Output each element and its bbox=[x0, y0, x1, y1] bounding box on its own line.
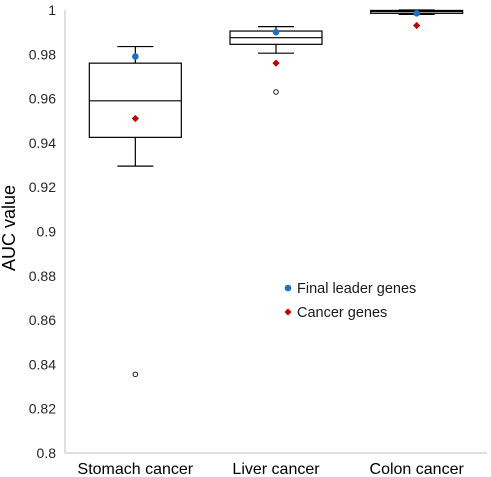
box-plot-group bbox=[88, 9, 464, 378]
y-tick-label: 0.8 bbox=[37, 445, 57, 461]
y-tick-label: 0.84 bbox=[29, 356, 56, 372]
y-tick-label: 0.98 bbox=[29, 46, 56, 62]
x-category-label: Stomach cancer bbox=[78, 461, 194, 477]
outlier-point bbox=[273, 89, 279, 95]
y-tick-label: 0.96 bbox=[29, 91, 56, 107]
data-points bbox=[131, 10, 421, 123]
y-tick-label: 1 bbox=[48, 2, 56, 18]
y-tick-label: 0.82 bbox=[29, 401, 56, 417]
legend-marker bbox=[284, 308, 292, 316]
final-leader-genes-point bbox=[132, 53, 139, 60]
y-tick-label: 0.94 bbox=[29, 135, 56, 151]
outlier-point bbox=[132, 371, 139, 378]
legend-marker bbox=[284, 284, 292, 292]
legend-label: Final leader genes bbox=[297, 281, 416, 297]
cancer-genes-point bbox=[413, 21, 421, 30]
x-category-label: Colon cancer bbox=[370, 461, 465, 477]
y-tick-label: 0.86 bbox=[29, 312, 56, 328]
y-axis-ticks: 0.8 0.82 0.84 0.86 0.88 0.9 0.92 0.94 0.96 0.98 1 bbox=[29, 2, 56, 461]
y-tick-label: 0.88 bbox=[29, 268, 56, 284]
box-1 bbox=[88, 45, 182, 378]
x-axis-labels: Stomach cancer Liver cancer Colon cancer bbox=[78, 461, 465, 477]
y-tick-label: 0.9 bbox=[37, 224, 57, 240]
legend: Final leader genes Cancer genes bbox=[284, 281, 416, 321]
legend-label: Cancer genes bbox=[297, 305, 387, 321]
box-2 bbox=[229, 26, 323, 95]
cancer-genes-point bbox=[131, 114, 139, 123]
y-tick-label: 0.92 bbox=[29, 179, 56, 195]
final-leader-genes-point bbox=[272, 28, 280, 36]
x-category-label: Liver cancer bbox=[232, 461, 320, 477]
y-axis-title: AUC value bbox=[0, 185, 19, 271]
cancer-genes-point bbox=[272, 59, 280, 67]
final-leader-genes-point bbox=[413, 10, 420, 17]
